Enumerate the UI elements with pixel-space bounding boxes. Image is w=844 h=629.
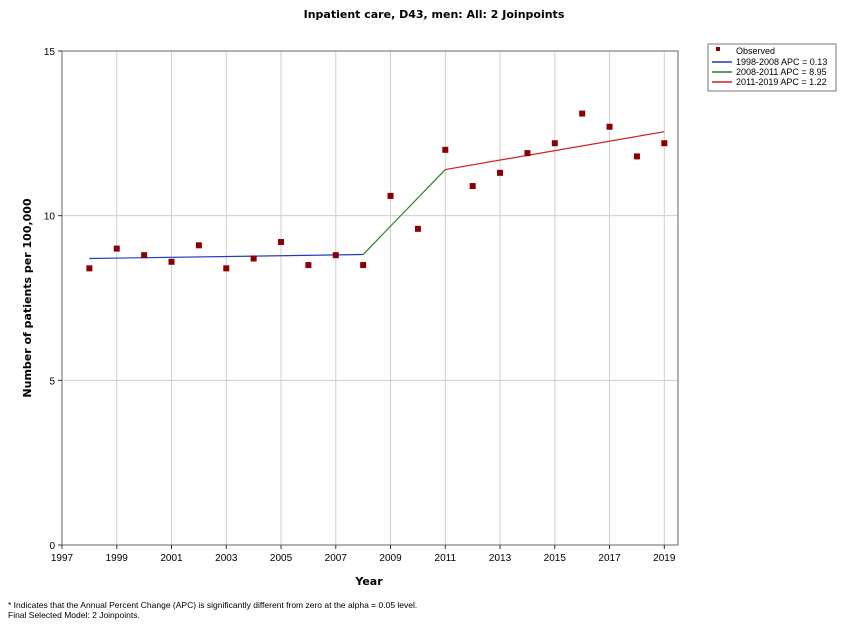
plot-area xyxy=(62,51,678,545)
footnote-model: Final Selected Model: 2 Joinpoints. xyxy=(8,610,140,620)
legend-series-label: 2008-2011 APC = 8.95 xyxy=(736,67,827,77)
footnote-significance: * Indicates that the Annual Percent Chan… xyxy=(8,600,417,610)
observed-point xyxy=(333,252,339,258)
observed-point xyxy=(579,111,585,117)
observed-point xyxy=(141,252,147,258)
observed-point xyxy=(524,150,530,156)
observed-point xyxy=(470,183,476,189)
trend-lines xyxy=(89,132,664,259)
legend-observed-label: Observed xyxy=(736,46,775,56)
observed-point xyxy=(497,170,503,176)
observed-point xyxy=(552,140,558,146)
y-tick-label: 10 xyxy=(44,212,56,223)
y-tick-label: 0 xyxy=(49,541,55,552)
x-tick-label: 2009 xyxy=(379,553,402,564)
x-tick-label: 2015 xyxy=(544,553,567,564)
observed-point xyxy=(223,265,229,271)
observed-point xyxy=(86,265,92,271)
x-tick-label: 2003 xyxy=(215,553,238,564)
observed-point xyxy=(360,262,366,268)
observed-point xyxy=(415,226,421,232)
x-tick-label: 2011 xyxy=(435,553,457,564)
y-axis-title: Number of patients per 100,000 xyxy=(21,198,34,398)
observed-point xyxy=(251,255,257,261)
x-tick-label: 1999 xyxy=(106,553,129,564)
observed-point xyxy=(607,124,613,130)
axis-ticks: 1997 1999 2001 2003 2005 2007 2009 2011 2013 2015… xyxy=(44,47,676,564)
observed-point xyxy=(114,246,120,252)
observed-point xyxy=(634,153,640,159)
x-tick-label: 2019 xyxy=(653,553,676,564)
x-tick-label: 2005 xyxy=(270,553,293,564)
observed-points xyxy=(86,111,667,272)
observed-point xyxy=(661,140,667,146)
x-tick-label: 1997 xyxy=(51,553,74,564)
observed-point xyxy=(278,239,284,245)
gridlines xyxy=(62,51,678,545)
observed-point xyxy=(388,193,394,199)
legend-series-label: 1998-2008 APC = 0.13 xyxy=(736,57,827,67)
y-tick-label: 5 xyxy=(49,376,55,387)
x-tick-label: 2001 xyxy=(160,553,183,564)
trend-segment xyxy=(363,170,445,255)
observed-point xyxy=(442,147,448,153)
legend-observed-marker xyxy=(716,47,720,51)
x-tick-label: 2017 xyxy=(598,553,621,564)
y-tick-label: 15 xyxy=(44,47,56,58)
chart-title: Inpatient care, D43, men: All: 2 Joinpoi… xyxy=(304,8,565,21)
legend-series-label: 2011-2019 APC = 1.22 xyxy=(736,77,827,87)
observed-point xyxy=(169,259,175,265)
x-tick-label: 2013 xyxy=(489,553,512,564)
x-tick-label: 2007 xyxy=(325,553,348,564)
observed-point xyxy=(196,242,202,248)
observed-point xyxy=(305,262,311,268)
x-axis-title: Year xyxy=(354,575,383,588)
